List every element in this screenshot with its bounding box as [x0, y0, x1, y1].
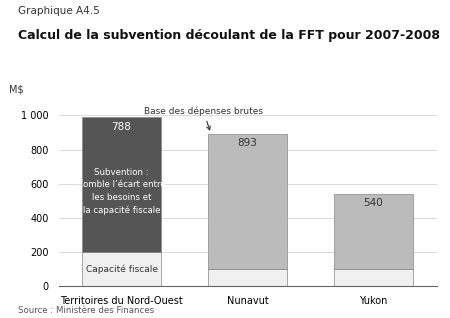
Text: Calcul de la subvention découlant de la FFT pour 2007-2008: Calcul de la subvention découlant de la … — [18, 29, 440, 42]
Bar — [208, 134, 287, 269]
Bar — [208, 269, 287, 286]
Text: Graphique A4.5: Graphique A4.5 — [18, 6, 100, 16]
Bar — [334, 194, 413, 269]
Bar — [82, 252, 161, 286]
Text: Base des dépenses brutes: Base des dépenses brutes — [144, 106, 263, 130]
Bar — [334, 269, 413, 286]
Text: M$: M$ — [9, 84, 24, 94]
Text: Subvention :
Comble l’écart entre
les besoins et
la capacité fiscale: Subvention : Comble l’écart entre les be… — [77, 168, 166, 215]
Text: 893: 893 — [238, 138, 257, 148]
Text: 788: 788 — [112, 122, 131, 132]
Text: Source : Ministère des Finances: Source : Ministère des Finances — [18, 306, 154, 315]
Text: Capacité fiscale: Capacité fiscale — [86, 264, 158, 274]
Text: 540: 540 — [364, 198, 383, 208]
Bar — [82, 117, 161, 252]
